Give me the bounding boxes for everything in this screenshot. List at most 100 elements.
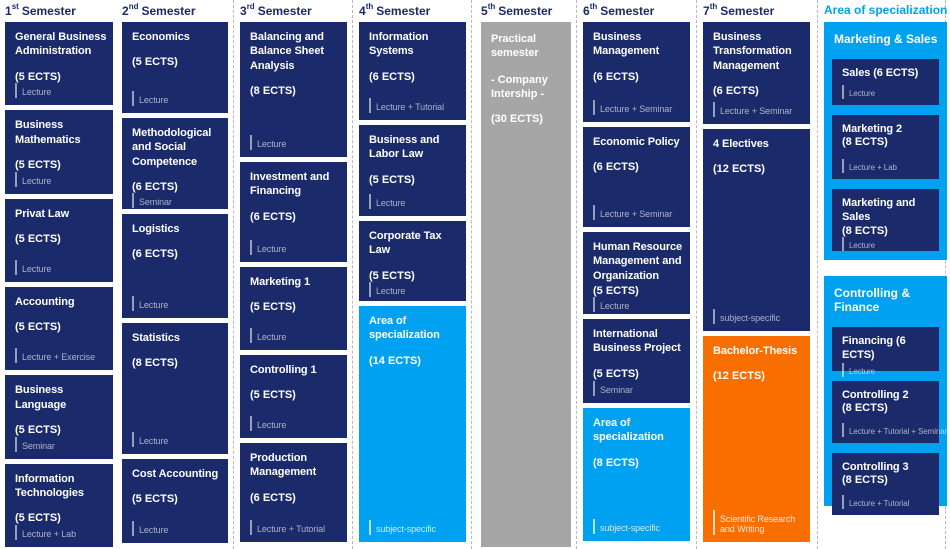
course-block: Business Mathematics (5 ECTS) Lecture [5, 110, 113, 194]
specialization-block: Area of specialization (8 ECTS) subject-… [583, 408, 690, 541]
semester-label: Semester [600, 4, 655, 18]
course-block: Balancing and Balance Sheet Analysis (8 … [240, 22, 347, 157]
course-ects: (5 ECTS) [369, 269, 415, 282]
course-block: Controlling 3 (8 ECTS) Lecture + Tutoria… [832, 453, 939, 515]
column-separator [576, 0, 577, 549]
course-ects: (6 ECTS) [250, 210, 296, 223]
course-title: Business Mathematics [15, 119, 81, 146]
course-block: Sales (6 ECTS) Lecture [832, 59, 939, 105]
semester-4-blocks: Information Systems (6 ECTS) Lecture + T… [359, 22, 466, 547]
column-separator [945, 0, 946, 549]
course-title: Marketing and Sales [842, 197, 916, 224]
course-ects: (8 ECTS) [842, 474, 888, 487]
course-block: General Business Administration (5 ECTS)… [5, 22, 113, 106]
semester-label: Semester [257, 4, 312, 18]
course-title: General Business Administration [15, 31, 107, 58]
course-block: Statistics (8 ECTS) Lecture [122, 323, 228, 454]
course-ects: (6 ECTS) [369, 70, 415, 83]
course-title: Sales (6 ECTS) [842, 67, 919, 79]
course-title: Statistics [132, 332, 180, 344]
course-format: Lecture + Seminar [593, 100, 672, 115]
course-format: Lecture [369, 281, 405, 297]
column-separator [352, 0, 353, 549]
course-subtitle: - Company Intership - [491, 73, 548, 100]
course-block: International Business Project (5 ECTS) … [583, 319, 690, 403]
specialization-group-controlling-finance: Controlling & Finance Financing (6 ECTS)… [824, 276, 947, 515]
course-title: Logistics [132, 223, 180, 235]
column-separator [817, 0, 818, 549]
semester-label: Semester [376, 4, 431, 18]
semester-column-6: 6th Semester Business Management (6 ECTS)… [583, 0, 690, 547]
course-ects: (8 ECTS) [842, 136, 888, 149]
semester-number: 2 [122, 4, 129, 18]
course-block: Controlling 1 (5 ECTS) Lecture [240, 355, 347, 438]
course-format: Lecture [842, 236, 875, 251]
course-block: Business and Labor Law (5 ECTS) Lecture [359, 125, 466, 216]
course-format: Lecture [250, 416, 286, 431]
semester-5-header: 5th Semester [481, 0, 571, 22]
course-block: Information Technologies (5 ECTS) Lectur… [5, 463, 113, 547]
course-ects: (5 ECTS) [15, 423, 61, 436]
group-title: Marketing & Sales [834, 32, 938, 46]
course-title: Investment and Financing [250, 171, 330, 198]
semester-label: Semester [21, 4, 76, 18]
course-title: Business Language [15, 384, 67, 411]
course-block: Controlling 2 (8 ECTS) Lecture + Tutoria… [832, 381, 947, 443]
semester-column-5: 5th Semester Practical semester - Company… [481, 0, 571, 547]
column-separator [696, 0, 697, 549]
specialization-group-marketing-sales: Marketing & Sales Sales (6 ECTS) Lecture… [824, 22, 947, 260]
semester-4-header: 4th Semester [359, 0, 466, 22]
course-ects: (6 ECTS) [593, 70, 639, 83]
semester-number: 3 [240, 4, 247, 18]
course-ects: (5 ECTS) [250, 389, 296, 402]
course-format: Lecture [842, 85, 875, 99]
course-ects: (5 ECTS) [593, 367, 639, 380]
course-format: Lecture [132, 432, 168, 447]
semester-number: 5 [481, 4, 488, 18]
course-block: Economics (5 ECTS) Lecture [122, 22, 228, 113]
semester-number: 1 [5, 4, 12, 18]
course-title: Area of specialization [369, 315, 440, 342]
semester-column-2: 2nd Semester Economics (5 ECTS) Lecture M… [122, 0, 228, 547]
semester-ordinal: th [589, 2, 598, 11]
course-format: Lecture [369, 194, 405, 209]
course-format: Lecture [15, 259, 51, 275]
course-block: Information Systems (6 ECTS) Lecture + T… [359, 22, 466, 120]
course-block: Production Management (6 ECTS) Lecture +… [240, 443, 347, 542]
course-format: Lecture + Tutorial + Seminar [842, 423, 947, 437]
course-format: Seminar [593, 381, 633, 396]
course-title: Information Systems [369, 31, 429, 58]
course-block: Marketing and Sales (8 ECTS) Lecture [832, 189, 939, 251]
course-title: Privat Law [15, 207, 70, 220]
course-block: Accounting (5 ECTS) Lecture + Exercise [5, 286, 113, 371]
course-format: Lecture [842, 362, 875, 377]
course-block: Financing (6 ECTS) Lecture [832, 327, 939, 377]
course-title: Bachelor-Thesis [713, 345, 798, 357]
thesis-block: Bachelor-Thesis (12 ECTS) Scientific Res… [703, 336, 810, 542]
semester-ordinal: th [487, 2, 496, 11]
course-block: Economic Policy (6 ECTS) Lecture + Semin… [583, 127, 690, 227]
course-title: Methodological and Social Competence [132, 127, 212, 168]
semester-1-blocks: General Business Administration (5 ECTS)… [5, 22, 113, 547]
course-ects: (12 ECTS) [713, 163, 765, 176]
specialization-column: Area of specialization Marketing & Sales… [824, 0, 948, 515]
course-title: Balancing and Balance Sheet Analysis [250, 31, 324, 72]
course-format: subject-specific [713, 309, 780, 324]
course-title: Business Transformation Management [713, 31, 792, 72]
course-title: Information Technologies [15, 472, 84, 499]
course-ects: (6 ECTS) [132, 180, 178, 193]
semester-ordinal: th [709, 2, 718, 11]
course-format: Lecture + Seminar [713, 102, 792, 117]
course-format: Lecture + Seminar [593, 205, 672, 220]
course-format: Seminar [15, 436, 55, 452]
course-block: Corporate Tax Law (5 ECTS) Lecture [359, 221, 466, 301]
specialization-header: Area of specialization [824, 3, 948, 17]
course-title: Business Management [593, 31, 660, 58]
course-title: Economic Policy [593, 136, 680, 148]
course-format: Lecture + Tutorial [250, 520, 325, 535]
course-block: Human Resource Management and Organizati… [583, 232, 690, 314]
course-ects: (5 ECTS) [15, 321, 61, 334]
semester-label: Semester [141, 4, 196, 18]
course-ects: (5 ECTS) [132, 56, 178, 69]
specialization-block: Area of specialization (14 ECTS) subject… [359, 306, 466, 542]
